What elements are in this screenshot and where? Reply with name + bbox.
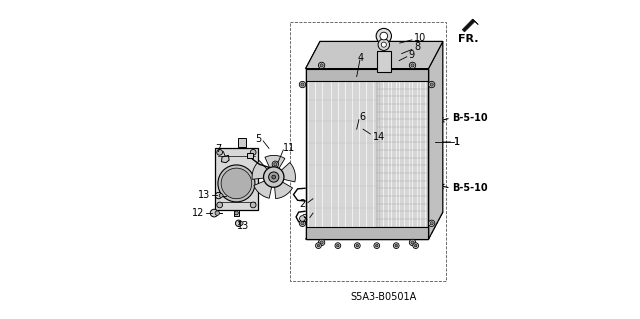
Text: FR.: FR. [458, 34, 479, 44]
Circle shape [430, 83, 433, 86]
Circle shape [316, 243, 321, 249]
Bar [238, 138, 246, 147]
Polygon shape [275, 180, 292, 199]
Circle shape [378, 39, 390, 50]
Circle shape [234, 211, 238, 215]
Polygon shape [254, 179, 273, 198]
Text: 14: 14 [372, 131, 385, 142]
Text: B-5-10: B-5-10 [452, 183, 488, 193]
Text: 13: 13 [237, 221, 250, 231]
Circle shape [413, 243, 419, 249]
Bar [234, 210, 239, 216]
Polygon shape [306, 41, 443, 69]
Text: S5A3-B0501A: S5A3-B0501A [351, 292, 417, 302]
Circle shape [300, 220, 306, 226]
Bar [377, 51, 391, 72]
Polygon shape [306, 69, 428, 239]
Circle shape [215, 211, 220, 215]
Circle shape [410, 239, 416, 246]
Circle shape [335, 243, 340, 249]
Text: 1: 1 [454, 137, 460, 147]
Circle shape [380, 32, 388, 40]
Polygon shape [428, 41, 443, 239]
Circle shape [236, 220, 242, 226]
Circle shape [221, 168, 252, 199]
Polygon shape [265, 155, 285, 172]
Circle shape [272, 175, 276, 179]
Circle shape [216, 192, 221, 199]
Text: 7: 7 [215, 144, 221, 154]
Circle shape [250, 149, 256, 155]
Polygon shape [215, 147, 258, 210]
Text: 10: 10 [414, 33, 426, 43]
Circle shape [264, 167, 284, 187]
Polygon shape [278, 162, 296, 182]
Circle shape [411, 241, 414, 244]
Polygon shape [462, 19, 475, 32]
Circle shape [337, 244, 339, 247]
Polygon shape [252, 161, 270, 179]
Circle shape [217, 202, 223, 208]
Circle shape [411, 64, 414, 67]
Text: 4: 4 [358, 53, 364, 63]
Polygon shape [472, 19, 478, 25]
Circle shape [319, 239, 324, 246]
Circle shape [428, 81, 435, 88]
Circle shape [211, 209, 218, 217]
Circle shape [218, 165, 255, 202]
Text: 13: 13 [198, 189, 210, 200]
Circle shape [355, 243, 360, 249]
Circle shape [250, 202, 256, 208]
Circle shape [217, 149, 223, 155]
Circle shape [410, 62, 416, 69]
Text: 3: 3 [301, 213, 308, 224]
Circle shape [300, 81, 306, 88]
Circle shape [319, 62, 324, 69]
Circle shape [269, 172, 279, 182]
Circle shape [381, 42, 387, 47]
Polygon shape [306, 41, 443, 69]
Circle shape [301, 222, 304, 225]
Circle shape [376, 244, 378, 247]
Circle shape [274, 163, 277, 166]
Text: B-5-10: B-5-10 [452, 113, 488, 123]
Bar [247, 153, 253, 158]
Circle shape [394, 243, 399, 249]
Text: 9: 9 [409, 50, 415, 60]
Circle shape [428, 220, 435, 226]
Text: 6: 6 [360, 112, 366, 122]
Text: 1: 1 [454, 137, 460, 147]
Text: 2: 2 [300, 198, 306, 209]
Circle shape [300, 216, 305, 221]
Text: 12: 12 [192, 208, 205, 218]
Circle shape [374, 243, 380, 249]
Polygon shape [306, 212, 443, 239]
Polygon shape [306, 69, 428, 81]
Circle shape [415, 244, 417, 247]
Circle shape [272, 161, 278, 167]
Polygon shape [306, 227, 428, 239]
Circle shape [219, 194, 223, 197]
Circle shape [320, 64, 323, 67]
Circle shape [320, 241, 323, 244]
Circle shape [376, 28, 392, 44]
Polygon shape [221, 155, 229, 163]
Circle shape [395, 244, 397, 247]
Circle shape [356, 244, 358, 247]
Circle shape [301, 83, 304, 86]
Circle shape [239, 221, 243, 225]
Text: 8: 8 [414, 42, 420, 52]
Circle shape [430, 222, 433, 225]
Text: 5: 5 [255, 134, 261, 144]
Text: 11: 11 [284, 143, 296, 153]
Circle shape [317, 244, 320, 247]
